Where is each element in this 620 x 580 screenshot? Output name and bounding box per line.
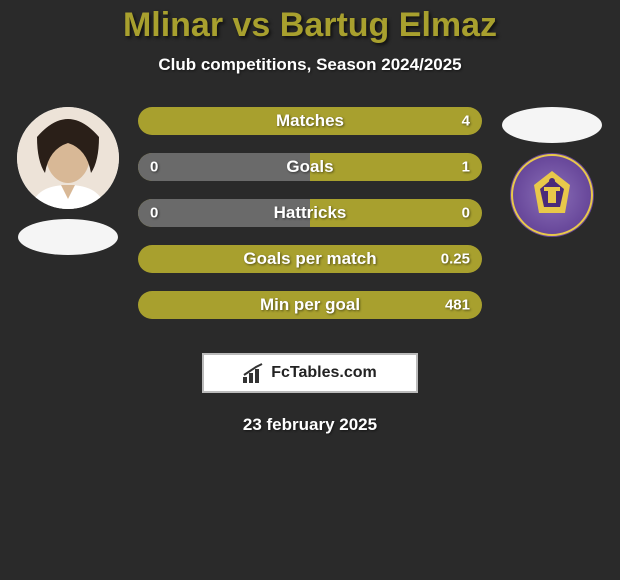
stat-right-value: 0.25 — [441, 251, 470, 268]
subtitle: Club competitions, Season 2024/2025 — [0, 55, 620, 75]
comparison-card: Mlinar vs Bartug Elmaz Club competitions… — [0, 0, 620, 435]
stat-row: 0 Goals 1 — [138, 153, 482, 181]
right-player-avatar-placeholder — [502, 107, 602, 143]
stat-label: Matches — [276, 111, 344, 131]
avatar-placeholder-icon — [17, 107, 119, 209]
stat-right-value: 481 — [445, 297, 470, 314]
stat-left-value: 0 — [150, 205, 158, 222]
stats-column: Matches 4 0 Goals 1 0 Hattricks 0 Goals per matc… — [138, 107, 482, 319]
stat-row: Min per goal 481 — [138, 291, 482, 319]
stat-label: Goals per match — [243, 249, 376, 269]
date-label: 23 february 2025 — [0, 415, 620, 435]
stat-left-value: 0 — [150, 159, 158, 176]
left-player-col — [16, 107, 120, 255]
left-club-logo — [18, 219, 118, 255]
source-badge[interactable]: FcTables.com — [202, 353, 418, 393]
crest-icon — [510, 153, 594, 237]
main-row: Matches 4 0 Goals 1 0 Hattricks 0 Goals per matc… — [0, 107, 620, 319]
stat-label: Min per goal — [260, 295, 360, 315]
stat-row: Matches 4 — [138, 107, 482, 135]
right-player-col — [500, 107, 604, 237]
chart-icon — [243, 363, 265, 383]
stat-label: Goals — [286, 157, 333, 177]
stat-right-value: 1 — [462, 159, 470, 176]
stat-right-value: 0 — [462, 205, 470, 222]
stat-row: 0 Hattricks 0 — [138, 199, 482, 227]
stat-row: Goals per match 0.25 — [138, 245, 482, 273]
left-player-avatar — [17, 107, 119, 209]
stat-label: Hattricks — [274, 203, 347, 223]
page-title: Mlinar vs Bartug Elmaz — [0, 6, 620, 45]
badge-label: FcTables.com — [271, 364, 377, 382]
stat-right-value: 4 — [462, 113, 470, 130]
right-club-crest — [510, 153, 594, 237]
